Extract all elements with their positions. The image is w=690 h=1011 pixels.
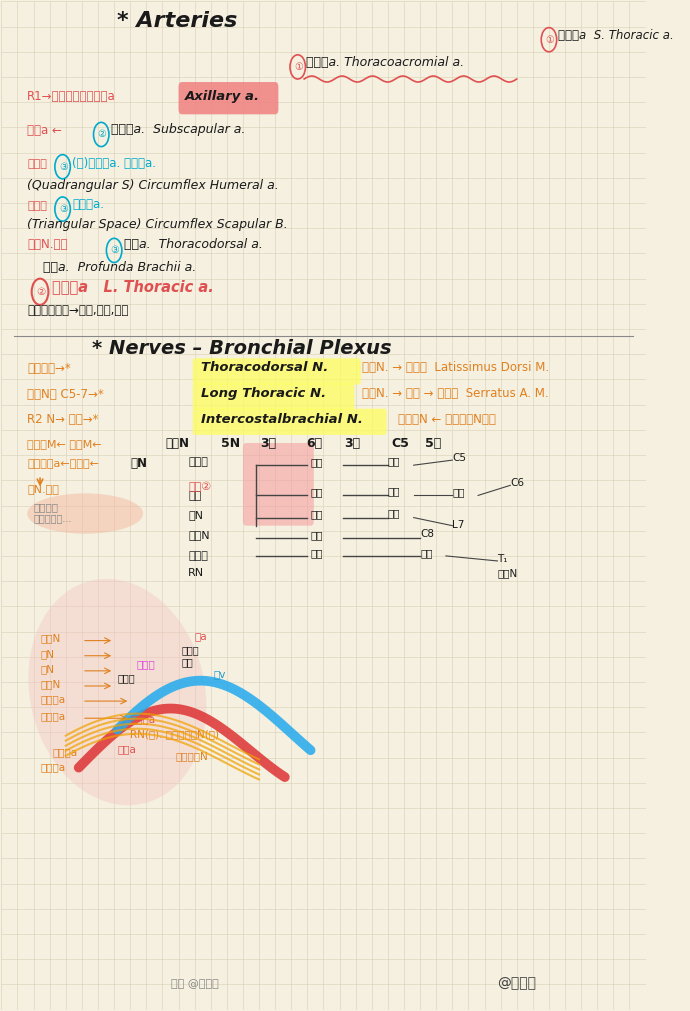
Text: 后束: 后束 [181,657,193,667]
Text: 三边孔: 三边孔 [27,201,47,211]
Text: Thoracodorsal N.: Thoracodorsal N. [201,361,328,374]
Text: 外侧束: 外侧束 [188,457,208,467]
Text: 腋a: 腋a [195,632,207,642]
Text: 胸肩峰a. Thoracoacromial a.: 胸肩峰a. Thoracoacromial a. [306,56,464,69]
Text: ②: ② [36,287,46,297]
Text: 胸外侧a   L. Thoracic a.: 胸外侧a L. Thoracic a. [52,279,213,294]
Text: Axillary a.: Axillary a. [185,90,260,103]
Text: 前股: 前股 [310,487,323,497]
Text: 臂丛后束→*: 臂丛后束→* [27,362,71,375]
Text: 前索②: 前索② [188,482,211,492]
Text: 胸廓上a  S. Thoracic a.: 胸廓上a S. Thoracic a. [558,28,673,41]
Text: 臂内侧皮N: 臂内侧皮N [175,751,208,761]
Text: 背阔肌腱: 背阔肌腱 [34,502,59,513]
Text: 腋v: 腋v [214,669,226,679]
Text: * Arteries: * Arteries [117,10,238,30]
FancyBboxPatch shape [193,358,361,384]
Text: 橈N: 橈N [40,664,54,674]
Text: 内侧束: 内侧束 [188,551,208,561]
Text: 后股: 后股 [310,530,323,540]
Text: 下干: 下干 [420,548,433,558]
Text: 胸肩a ←: 胸肩a ← [27,124,62,137]
Text: 肩甲下a.  Subscapular a.: 肩甲下a. Subscapular a. [111,123,245,136]
Text: 旋肩胛a: 旋肩胛a [40,712,65,721]
Text: 腋N: 腋N [130,457,147,470]
Text: RN(深). 前臂内侧皮N(浅): RN(深). 前臂内侧皮N(浅) [130,729,219,739]
Text: T₁: T₁ [497,554,508,564]
Text: 前股: 前股 [310,457,323,467]
Ellipse shape [27,493,143,534]
Text: 后股: 后股 [388,509,400,519]
Text: 胸背N.伴行: 胸背N.伴行 [27,239,68,252]
Text: 5根: 5根 [425,437,441,450]
Text: 胸小肌前缘...: 胸小肌前缘... [34,514,72,524]
Text: ③: ③ [59,204,68,214]
Text: 中干: 中干 [453,487,465,497]
Text: 3干: 3干 [344,437,361,450]
Text: 肩胛下a: 肩胛下a [40,695,65,704]
FancyBboxPatch shape [179,82,278,114]
Text: 肌皮N: 肌皮N [166,437,190,450]
Text: RN: RN [188,568,204,578]
Text: ③: ③ [110,246,119,256]
Text: 胸背N. → 背圆肌  Latissimus Dorsi M.: 胸背N. → 背圆肌 Latissimus Dorsi M. [362,361,549,374]
Text: 橈N: 橈N [188,510,204,520]
Text: 正中N: 正中N [188,530,210,540]
FancyBboxPatch shape [193,383,355,409]
Text: 肱肩N: 肱肩N [40,634,60,644]
Text: @李书琪: @李书琪 [497,977,536,991]
Text: 胸外侧a: 胸外侧a [130,714,155,724]
Text: 内侧束: 内侧束 [117,673,135,683]
Text: Long Thoracic N.: Long Thoracic N. [201,386,326,399]
Text: R2 N→ 横行→*: R2 N→ 横行→* [27,412,99,426]
Text: 外侧束: 外侧束 [181,645,199,655]
Text: 胸背a.  Thoracodorsal a.: 胸背a. Thoracodorsal a. [124,239,263,252]
Text: 伴旋肱后a←四边孔←: 伴旋肱后a←四边孔← [27,459,99,469]
Text: 后股: 后股 [310,510,323,520]
Text: 肋间背N ← 臂内侧皮N切支: 肋间背N ← 臂内侧皮N切支 [397,412,495,426]
FancyBboxPatch shape [193,408,386,435]
Text: ①: ① [294,62,303,72]
Text: 3束: 3束 [261,437,277,450]
Text: R1→肩圆肌外侧缘：胸a: R1→肩圆肌外侧缘：胸a [27,90,116,103]
Text: C5: C5 [453,453,466,463]
Text: ②: ② [97,129,106,140]
Text: 小胸肌外侧缘→胸壁,膈肌,胸肌: 小胸肌外侧缘→胸壁,膈肌,胸肌 [27,304,128,316]
Text: 回旋孔: 回旋孔 [27,159,47,169]
Text: ①: ① [545,34,554,44]
Text: 旋肩胛a.: 旋肩胛a. [72,198,104,211]
Text: 胸小肌: 胸小肌 [137,659,155,669]
Text: 微博 @人民网: 微博 @人民网 [170,980,219,990]
FancyBboxPatch shape [243,443,314,526]
Text: 胸肩a: 胸肩a [117,744,136,754]
Text: 肱N: 肱N [40,649,54,659]
Text: 后股: 后股 [388,486,400,496]
Text: 臂丛N根 C5-7→*: 臂丛N根 C5-7→* [27,387,104,400]
Text: 肱深a.  Profunda Brachii a.: 肱深a. Profunda Brachii a. [43,261,197,274]
Text: 后束: 后束 [188,491,201,501]
Text: ③: ③ [59,162,68,172]
Text: Intercostalbrachial N.: Intercostalbrachial N. [201,412,363,426]
Text: (Triangular Space) Circumflex Scapular B.: (Triangular Space) Circumflex Scapular B… [27,218,288,232]
Text: (细)旋肱前a. 旋肱后a.: (细)旋肱前a. 旋肱后a. [72,157,156,170]
Text: C6: C6 [511,478,524,488]
Text: 前股: 前股 [310,548,323,558]
Text: L7: L7 [453,520,464,530]
Text: 胸长N: 胸长N [497,568,518,578]
Text: C8: C8 [420,529,434,539]
Text: 浅N.肱骨: 浅N.肱骨 [27,484,59,494]
Text: 胸长N. → 胸壁 → 前锯肌  Serratus A. M.: 胸长N. → 胸壁 → 前锯肌 Serratus A. M. [362,386,549,399]
Text: 上干: 上干 [388,456,400,466]
Text: 5N: 5N [221,437,239,450]
Text: * Nerves – Bronchial Plexus: * Nerves – Bronchial Plexus [92,340,391,358]
Text: 正中N: 正中N [40,679,60,688]
Text: C5: C5 [392,437,410,450]
Text: 旋肩胛a: 旋肩胛a [40,762,65,772]
Text: (Quadrangular S) Circumflex Humeral a.: (Quadrangular S) Circumflex Humeral a. [27,179,279,192]
Text: 6股: 6股 [306,437,322,450]
Ellipse shape [28,579,206,805]
Text: 肱三头M← 喙肱M←: 肱三头M← 喙肱M← [27,439,102,449]
Text: 肩胛下a: 肩胛下a [53,747,78,757]
